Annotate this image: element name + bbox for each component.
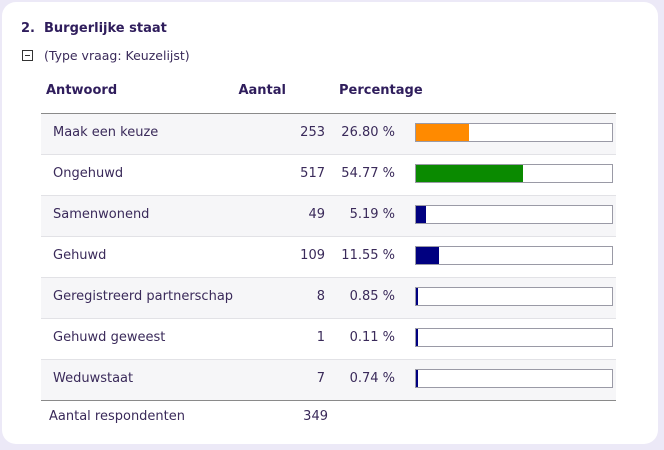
collapse-icon[interactable] [22,49,33,61]
question-number: 2. [21,21,35,36]
header-answer: Antwoord [46,83,118,98]
percentage-bar [415,123,613,142]
table-footer: Aantal respondenten 349 [41,401,616,433]
answer-percentage: 0.74 % [349,371,395,386]
table-row: Samenwonend 49 5.19 % [41,196,616,237]
question-title: 2. Burgerlijke staat [21,21,167,36]
answer-percentage: 0.85 % [349,289,395,304]
table-header: Antwoord Aantal Percentage [41,75,616,111]
table-header-divider [41,113,616,114]
question-type-label: (Type vraag: Keuzelijst) [44,47,190,63]
answer-count: 49 [308,207,325,222]
answer-label: Samenwonend [53,207,150,222]
table-footer-divider [41,400,616,401]
respondents-label: Aantal respondenten [49,409,186,424]
respondents-count: 349 [303,409,328,424]
percentage-bar-fill [416,124,469,141]
percentage-bar [415,205,613,224]
results-table-body: Maak een keuze 253 26.80 % Ongehuwd 517 54.77… [41,114,616,401]
answer-count: 253 [300,125,325,140]
answer-percentage: 11.55 % [341,248,395,263]
percentage-bar [415,369,613,388]
table-row: Gehuwd 109 11.55 % [41,237,616,278]
answer-label: Geregistreerd partnerschap [53,289,234,304]
answer-label: Maak een keuze [53,125,159,140]
table-row: Geregistreerd partnerschap 8 0.85 % [41,278,616,319]
answer-label: Weduwstaat [53,371,134,386]
table-row: Ongehuwd 517 54.77 % [41,155,616,196]
header-percentage: Percentage [339,83,423,98]
percentage-bar-fill [416,288,418,305]
percentage-bar-fill [416,247,439,264]
answer-percentage: 5.19 % [349,207,395,222]
percentage-bar [415,246,613,265]
percentage-bar [415,287,613,306]
table-row: Maak een keuze 253 26.80 % [41,114,616,155]
percentage-bar-fill [416,370,418,387]
question-title-text: Burgerlijke staat [44,21,167,36]
answer-count: 7 [316,371,325,386]
percentage-bar-fill [416,329,418,346]
percentage-bar [415,164,613,183]
answer-percentage: 54.77 % [341,166,395,181]
answer-label: Ongehuwd [53,166,124,181]
percentage-bar-fill [416,165,523,182]
table-row: Weduwstaat 7 0.74 % [41,360,616,401]
answer-count: 517 [300,166,325,181]
answer-label: Gehuwd geweest [53,330,166,345]
answer-percentage: 26.80 % [341,125,395,140]
percentage-bar-fill [416,206,426,223]
percentage-bar [415,328,613,347]
question-type-row: (Type vraag: Keuzelijst) [22,47,190,63]
answer-count: 1 [316,330,325,345]
answer-count: 8 [316,289,325,304]
answer-label: Gehuwd [53,248,107,263]
table-row: Gehuwd geweest 1 0.11 % [41,319,616,360]
header-count: Aantal [238,83,286,98]
answer-count: 109 [300,248,325,263]
answer-percentage: 0.11 % [349,330,395,345]
